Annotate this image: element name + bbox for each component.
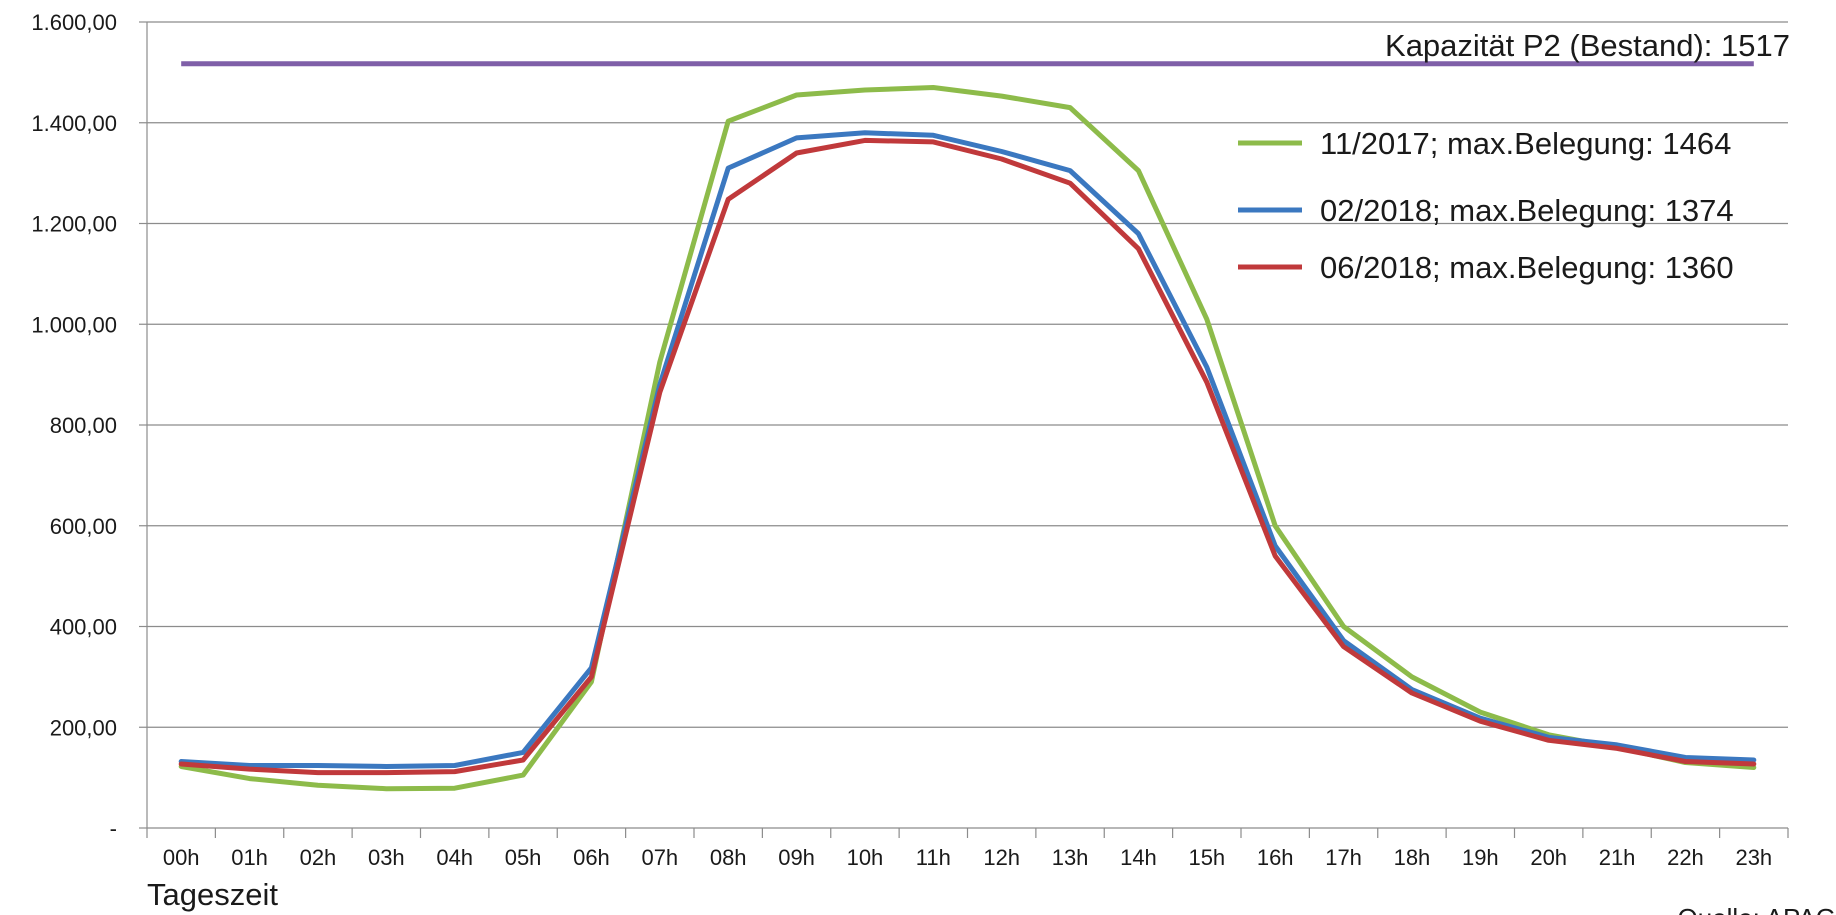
x-axis-ticks: 00h 01h 02h 03h 04h 05h 06h 07h 08h 09h 10h 11h 12h 1…: [163, 845, 1772, 870]
legend-label-2: 06/2018; max.Belegung: 1360: [1320, 250, 1734, 285]
x-tick-label-16h: 16h: [1257, 845, 1294, 870]
x-axis-label: Tageszeit: [147, 877, 278, 912]
series-line-2: [178, 137, 1757, 776]
x-tick-label-21h: 21h: [1599, 845, 1636, 870]
x-tick-label-18h: 18h: [1394, 845, 1431, 870]
y-tick-label-4: 800,00: [50, 413, 117, 438]
x-tick-label-06h: 06h: [573, 845, 610, 870]
x-tick-label-19h: 19h: [1462, 845, 1499, 870]
series-line-1: [178, 130, 1757, 769]
capacity-line-group: Kapazität P2 (Bestand): 1517: [181, 28, 1790, 67]
y-tick-label-5: 1.000,00: [31, 312, 117, 337]
x-tick-label-11h: 11h: [916, 845, 951, 870]
source-note: Quelle: APAG: [1678, 903, 1836, 915]
legend: 11/2017; max.Belegung: 1464 02/2018; max.…: [1238, 126, 1734, 285]
x-tick-label-14h: 14h: [1120, 845, 1157, 870]
series-line-0: [178, 85, 1757, 792]
x-tick-label-01h: 01h: [231, 845, 268, 870]
x-tick-label-13h: 13h: [1052, 845, 1089, 870]
y-tick-label-3: 600,00: [50, 514, 117, 539]
y-tick-label-1: 200,00: [50, 715, 117, 740]
x-tick-label-10h: 10h: [847, 845, 884, 870]
y-tick-label-8: 1.600,00: [31, 10, 117, 35]
x-tick-label-08h: 08h: [710, 845, 747, 870]
y-tick-label-0: -: [110, 816, 117, 841]
x-tick-label-15h: 15h: [1188, 845, 1225, 870]
capacity-line-label: Kapazität P2 (Bestand): 1517: [1385, 28, 1790, 63]
x-tick-label-12h: 12h: [983, 845, 1020, 870]
x-tick-label-04h: 04h: [436, 845, 473, 870]
y-tick-label-2: 400,00: [50, 615, 117, 640]
x-tick-label-20h: 20h: [1530, 845, 1567, 870]
x-tick-label-17h: 17h: [1325, 845, 1362, 870]
x-tick-label-23h: 23h: [1735, 845, 1772, 870]
grid-lines: [139, 21, 1789, 838]
x-tick-label-02h: 02h: [300, 845, 337, 870]
x-tick-label-00h: 00h: [163, 845, 200, 870]
legend-label-1: 02/2018; max.Belegung: 1374: [1320, 193, 1734, 228]
y-axis-ticks: - 200,00 400,00 600,00 800,00 1.000,00 1.200,0…: [31, 10, 117, 841]
y-tick-label-6: 1.200,00: [31, 212, 117, 237]
x-tick-label-09h: 09h: [778, 845, 815, 870]
y-tick-label-7: 1.400,00: [31, 111, 117, 136]
series-lines: [178, 85, 1757, 792]
x-tick-label-03h: 03h: [368, 845, 405, 870]
x-tick-label-05h: 05h: [505, 845, 542, 870]
x-tick-label-07h: 07h: [641, 845, 678, 870]
x-tick-label-22h: 22h: [1667, 845, 1704, 870]
legend-label-0: 11/2017; max.Belegung: 1464: [1320, 126, 1731, 161]
